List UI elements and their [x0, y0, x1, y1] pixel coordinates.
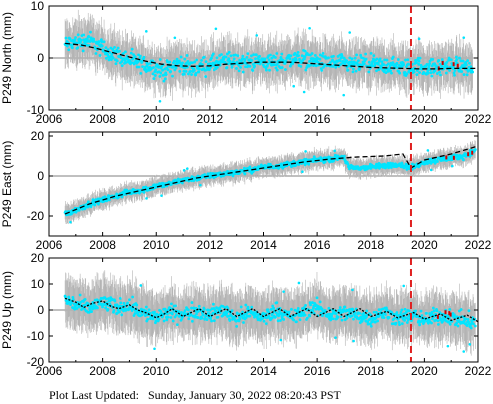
outlier-point-up [436, 314, 439, 319]
outlier-point-up [444, 310, 447, 315]
outlier-point-east [471, 150, 474, 155]
plot-area-east [49, 132, 478, 236]
x-tick-label-up: 2022 [465, 364, 492, 378]
x-tick-label-north: 2008 [89, 112, 116, 126]
x-tick-label-north: 2020 [411, 112, 438, 126]
x-tick-label-east: 2012 [197, 238, 224, 252]
outlier-point-up [449, 312, 452, 317]
outlier-point-east [467, 152, 470, 157]
x-tick-label-north: 2012 [197, 112, 224, 126]
y-tick-label-east: 20 [31, 129, 45, 143]
y-tick-label-up: 20 [31, 251, 45, 265]
y-tick-label-up: -10 [27, 329, 45, 343]
x-tick-label-up: 2012 [197, 364, 224, 378]
x-tick-label-east: 2008 [89, 238, 116, 252]
outlier-point-north [452, 62, 455, 67]
x-tick-label-east: 2014 [250, 238, 277, 252]
plot-updated-footer: Plot Last Updated: Sunday, January 30, 2… [49, 388, 341, 403]
x-tick-label-east: 2006 [36, 238, 63, 252]
outlier-point-north [456, 63, 459, 68]
y-tick-label-north: -10 [27, 103, 45, 117]
panel-east: 2006 2008 2010 2012 2014 2016 2018 2020 2022 -20 0… [0, 129, 492, 252]
y-tick-label-north: 0 [37, 51, 44, 65]
outlier-point-north [441, 60, 444, 65]
x-tick-label-north: 2018 [357, 112, 384, 126]
x-tick-label-north: 2014 [250, 112, 277, 126]
y-axis-label-up: P249 Up (mm) [0, 271, 14, 349]
y-tick-label-up: 0 [37, 303, 44, 317]
observations-north [63, 26, 475, 103]
x-tick-label-up: 2008 [89, 364, 116, 378]
observations-up [63, 281, 477, 353]
x-tick-label-up: 2016 [304, 364, 331, 378]
panel-north: 2006 2008 2010 2012 2014 2016 2018 2020 2022 -10 0… [0, 0, 492, 126]
x-tick-label-east: 2010 [143, 238, 170, 252]
y-tick-label-up: 10 [31, 277, 45, 291]
x-tick-label-north: 2006 [36, 112, 63, 126]
x-tick-label-up: 2006 [36, 364, 63, 378]
x-tick-label-east: 2018 [357, 238, 384, 252]
frame-east [48, 131, 479, 237]
x-tick-label-up: 2010 [143, 364, 170, 378]
outlier-point-up [448, 311, 451, 316]
y-tick-label-east: 0 [37, 169, 44, 183]
error-bars-east [64, 140, 476, 225]
y-tick-label-north: 10 [31, 0, 45, 13]
y-axis-label-north: P249 North (mm) [0, 12, 14, 104]
x-tick-label-east: 2022 [465, 238, 492, 252]
panel-up: 2006 2008 2010 2012 2014 2016 2018 2020 2022-20-… [0, 251, 492, 378]
x-tick-label-north: 2016 [304, 112, 331, 126]
x-tick-label-north: 2010 [143, 112, 170, 126]
x-tick-label-north: 2022 [465, 112, 492, 126]
x-tick-label-east: 2016 [304, 238, 331, 252]
x-tick-label-east: 2020 [411, 238, 438, 252]
plot-area-north [49, 6, 478, 110]
plot-updated-value: Sunday, January 30, 2022 08:20:43 PST [148, 388, 341, 402]
x-tick-label-up: 2020 [411, 364, 438, 378]
y-axis-label-east: P249 East (mm) [0, 141, 14, 228]
x-tick-label-up: 2018 [357, 364, 384, 378]
model-curve-north [65, 42, 478, 70]
plot-updated-label: Plot Last Updated: [49, 388, 139, 402]
y-tick-label-east: -20 [27, 209, 45, 223]
outlier-point-east [452, 155, 455, 160]
outlier-point-east [445, 155, 448, 160]
x-tick-label-up: 2014 [250, 364, 277, 378]
plot-area-up [49, 258, 478, 362]
y-tick-label-up: -20 [27, 355, 45, 369]
model-curve-east [64, 145, 478, 215]
